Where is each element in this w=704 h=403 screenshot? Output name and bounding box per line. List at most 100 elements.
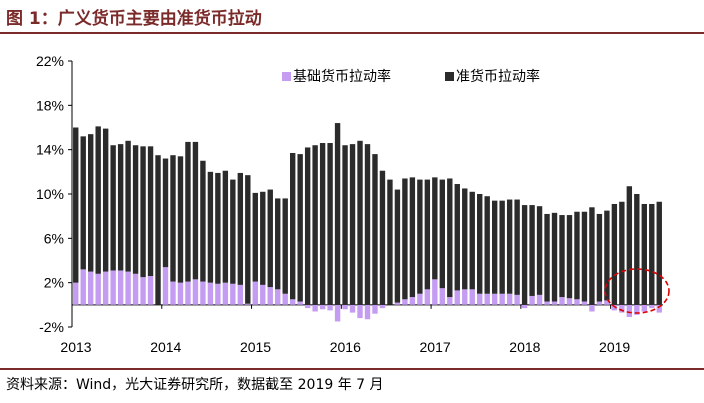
bar-base-money <box>207 282 214 305</box>
bar-base-money <box>477 293 483 305</box>
bar-base-money <box>491 293 498 305</box>
bar-base-money <box>439 288 446 305</box>
bar-base-money <box>544 301 550 305</box>
bar-quasi-money <box>342 145 348 305</box>
bar-quasi-money <box>110 145 116 271</box>
bar-quasi-money <box>656 201 662 305</box>
bar-base-money <box>342 304 348 310</box>
bar-base-money <box>394 302 401 305</box>
bar-quasi-money <box>424 179 431 290</box>
bar-quasi-money <box>402 178 408 300</box>
bar-quasi-money <box>589 207 595 305</box>
bar-base-money <box>102 271 109 305</box>
bar-quasi-money <box>245 175 251 304</box>
bar-base-money <box>125 271 131 305</box>
bar-quasi-money <box>102 128 109 272</box>
y-tick-label: 18% <box>36 97 64 113</box>
bar-base-money <box>222 282 229 305</box>
y-tick-label: 2% <box>44 275 64 291</box>
bar-base-money <box>80 269 86 305</box>
bar-quasi-money <box>536 206 543 295</box>
bar-quasi-money <box>88 134 94 272</box>
bar-quasi-money <box>125 140 131 272</box>
bar-base-money <box>245 303 251 305</box>
legend-label-base-money: 基础货币拉动率 <box>293 68 391 84</box>
bar-base-money <box>626 304 633 318</box>
bar-base-money <box>117 270 124 305</box>
bar-base-money <box>402 299 408 305</box>
bar-base-money <box>289 299 296 305</box>
bar-quasi-money <box>215 172 221 284</box>
bar-quasi-money <box>477 194 483 294</box>
bar-quasi-money <box>596 213 603 302</box>
bar-quasi-money <box>469 191 475 290</box>
bar-quasi-money <box>357 140 363 305</box>
legend-label-quasi-money: 准货币拉动率 <box>456 68 540 84</box>
bar-base-money <box>589 304 595 312</box>
bar-base-money <box>282 293 288 305</box>
bar-base-money <box>604 300 610 305</box>
bar-quasi-money <box>155 155 161 305</box>
bar-base-money <box>319 304 326 310</box>
bar-base-money <box>611 304 618 311</box>
bar-quasi-money <box>73 127 79 283</box>
bar-quasi-money <box>521 205 528 305</box>
bar-base-money <box>215 283 221 305</box>
bar-base-money <box>521 304 528 309</box>
bar-quasi-money <box>222 170 229 283</box>
bar-quasi-money <box>447 178 453 298</box>
source-note: 资料来源：Wind，光大证券研究所，数据截至 2019 年 7 月 <box>6 377 384 393</box>
bar-base-money <box>619 304 625 313</box>
bar-quasi-money <box>439 179 446 289</box>
bar-quasi-money <box>544 213 550 302</box>
highlight-ellipse <box>604 268 670 314</box>
x-tick-label: 2017 <box>420 339 451 355</box>
bar-quasi-money <box>387 179 393 305</box>
bar-quasi-money <box>514 199 520 295</box>
bar-base-money <box>88 271 94 305</box>
bar-base-money <box>364 304 371 320</box>
title-divider <box>0 32 704 34</box>
bar-quasi-money <box>304 147 311 305</box>
bar-quasi-money <box>297 154 303 302</box>
bar-quasi-money <box>604 210 610 301</box>
bar-quasi-money <box>282 198 288 294</box>
bar-base-money <box>132 273 139 305</box>
bar-quasi-money <box>230 179 236 284</box>
bar-base-money <box>514 294 520 305</box>
stacked-bar-chart: -2% 2% 6% 10% 14% 18% 22% 2013 2014 2015 2016 2017 2… <box>36 53 670 355</box>
bar-base-money <box>200 281 206 305</box>
bar-quasi-money <box>462 188 468 290</box>
bar-base-money <box>559 297 565 305</box>
bar-quasi-money <box>611 203 618 305</box>
bar-base-money <box>73 282 79 305</box>
bar-quasi-money <box>200 160 206 282</box>
x-tick-label: 2018 <box>509 339 540 355</box>
bar-quasi-money <box>409 177 416 298</box>
bar-quasi-money <box>207 171 214 283</box>
bar-base-money <box>252 281 258 305</box>
bar-base-money <box>484 293 490 305</box>
bar-quasi-money <box>177 156 184 283</box>
bar-base-money <box>304 304 311 309</box>
bar-quasi-money <box>484 196 490 294</box>
bar-quasi-money <box>372 154 378 305</box>
bar-quasi-money <box>95 126 101 274</box>
bar-base-money <box>260 284 266 305</box>
x-tick-label: 2014 <box>150 339 181 355</box>
figure-title: 图 1：广义货币主要由准货币拉动 <box>6 9 262 29</box>
bar-quasi-money <box>327 143 333 305</box>
bar-base-money <box>349 304 356 313</box>
bar-base-money <box>506 293 513 305</box>
bar-base-money <box>469 289 475 305</box>
bar-quasi-money <box>417 179 423 294</box>
bar-quasi-money <box>140 146 146 278</box>
bar-base-money <box>499 293 505 305</box>
bar-quasi-money <box>559 215 565 298</box>
bar-base-money <box>551 301 558 305</box>
bar-quasi-money <box>506 199 513 294</box>
bar-base-money <box>312 304 318 312</box>
bar-base-money <box>432 279 438 305</box>
bar-quasi-money <box>641 203 647 305</box>
bar-base-money <box>275 289 281 305</box>
